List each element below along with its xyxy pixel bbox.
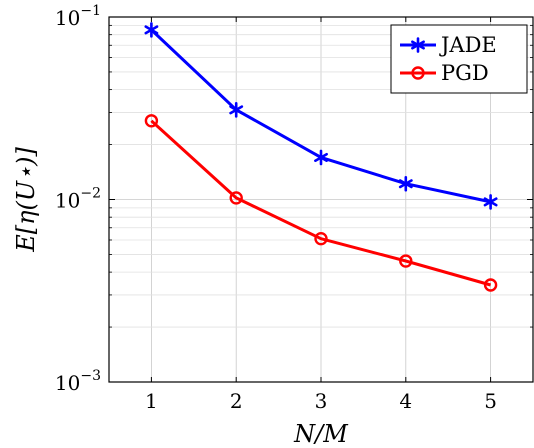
data-point — [483, 278, 498, 292]
data-point — [314, 231, 328, 246]
legend-label: PGD — [441, 61, 489, 85]
data-point — [483, 194, 498, 210]
legend-marker — [411, 66, 425, 80]
legend-item-pgd: PGD — [400, 61, 489, 85]
series-line — [150, 119, 492, 287]
x-tick-label: 4 — [399, 389, 412, 413]
x-tick-label: 5 — [484, 389, 497, 413]
data-point — [399, 254, 413, 268]
marker-stroke — [314, 152, 328, 162]
x-tick-label: 2 — [230, 389, 243, 413]
axis-ticks: 1 2 3 4 5 10−1 10−2 10−3 — [55, 3, 533, 413]
legend: JADE PGD — [390, 24, 528, 94]
legend-item-jade: JADE — [400, 33, 497, 57]
x-axis-label: N/M — [293, 420, 349, 448]
data-point — [144, 114, 159, 128]
legend-marker — [411, 37, 425, 53]
marker-stroke — [398, 179, 413, 189]
y-tick-label: 10−1 — [55, 3, 101, 30]
legend-box — [390, 24, 528, 94]
legend-label: JADE — [439, 33, 497, 57]
x-tick-label: 3 — [315, 389, 328, 413]
data-point — [229, 102, 244, 118]
marker-stroke — [411, 40, 425, 50]
data-point — [314, 149, 328, 166]
data-point — [398, 175, 413, 192]
y-tick-label: 10−3 — [55, 368, 101, 395]
data-point — [144, 22, 159, 38]
marker-stroke — [483, 197, 498, 207]
marker-stroke — [229, 105, 244, 115]
y-axis-label: E[η(U⋆)] — [12, 147, 40, 253]
series-pgd — [144, 114, 498, 292]
x-tick-label: 1 — [145, 389, 158, 413]
marker-stroke — [144, 25, 159, 35]
series-jade — [144, 22, 498, 210]
series-layer — [144, 22, 498, 292]
y-tick-label: 10−2 — [55, 186, 101, 213]
data-point — [229, 191, 243, 205]
